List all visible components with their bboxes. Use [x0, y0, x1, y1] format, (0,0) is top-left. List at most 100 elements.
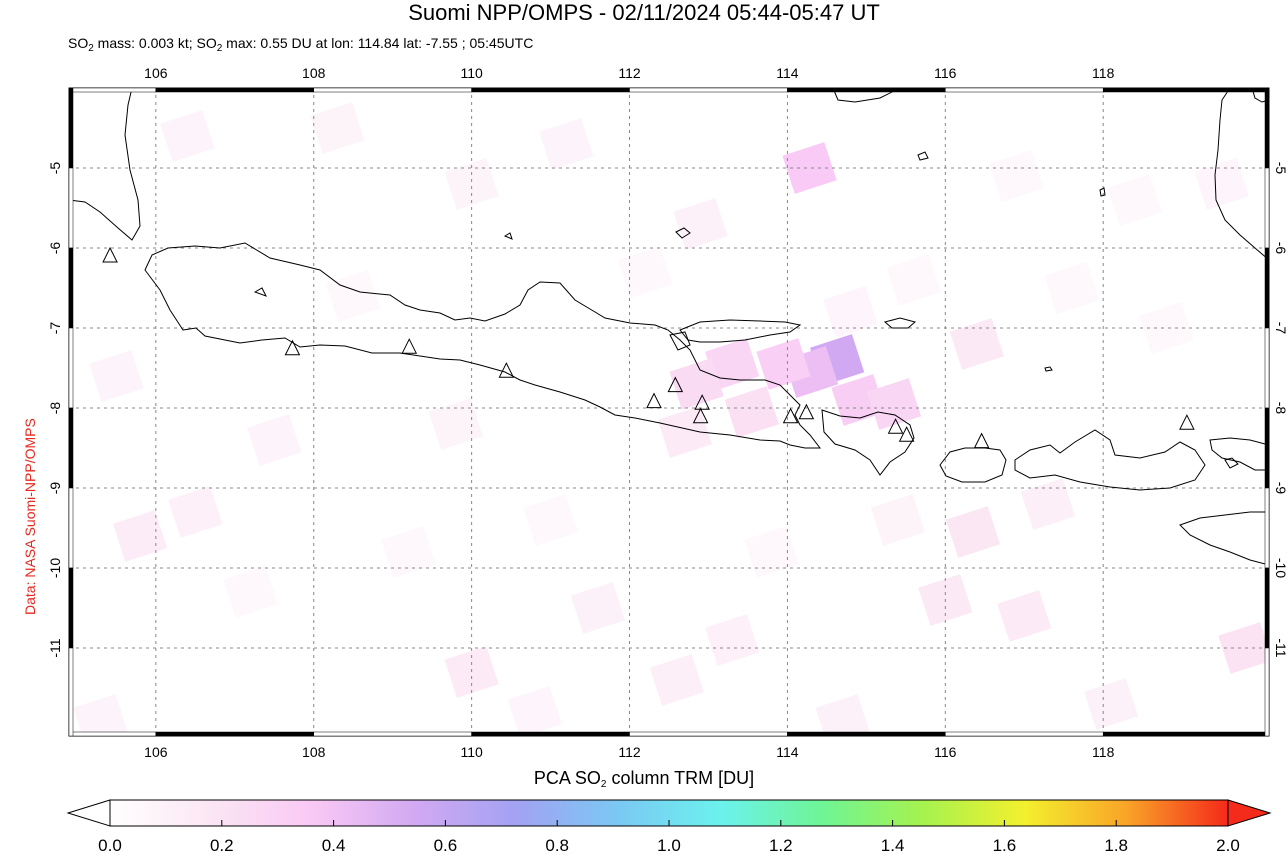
volcano-markers	[102, 246, 1195, 449]
coast-flores	[1209, 437, 1269, 471]
so2-pixel	[73, 694, 128, 736]
axis-ticks: 106 106 108 108 110 110 112 112 114 114 116 116 118 1…	[47, 65, 1288, 760]
frame-bar-lon	[787, 87, 946, 93]
subtitle-prefix: SO	[68, 35, 89, 51]
frame-bar-lat	[68, 167, 74, 249]
so2-pixel	[223, 566, 278, 618]
volcano-marker	[694, 394, 710, 410]
so2-pixel	[831, 374, 886, 426]
colorbar-tick-label: 1.2	[768, 836, 793, 855]
frame-bar-lat	[1264, 87, 1270, 169]
frame-bar-lon	[1102, 87, 1270, 93]
frame-bar-lat	[1264, 567, 1270, 649]
so2-pixel	[673, 198, 728, 250]
coast-karimunjawa	[675, 227, 691, 239]
volcano-marker	[646, 392, 662, 409]
so2-pixel	[1139, 302, 1194, 354]
so2-pixel	[949, 318, 1004, 370]
frame-bar-lat	[68, 487, 74, 569]
so2-pixel	[657, 406, 712, 458]
so2-pixel	[823, 286, 878, 338]
coast-sumatra	[69, 88, 141, 241]
so2-pixel	[886, 254, 941, 306]
lon-tick-top: 112	[618, 65, 641, 81]
so2-pixel	[705, 614, 760, 666]
volcano-marker	[898, 426, 915, 442]
map-border	[68, 87, 1270, 737]
so2-pixel	[997, 590, 1052, 642]
so2-pixel	[744, 526, 799, 578]
coast-islet-d	[503, 232, 513, 240]
so2-pixel	[815, 694, 870, 736]
frame-bar-lat	[1264, 327, 1270, 409]
so2-pixel	[649, 654, 704, 706]
frame-bar-lon	[787, 731, 946, 737]
colorbar-label-suffix: column TRM [DU]	[606, 768, 755, 788]
frame-bar-lon	[155, 731, 314, 737]
frame-bar-lat	[68, 647, 74, 737]
colorbar-over-arrow	[1227, 799, 1272, 827]
colorbar-tick-label: 0.8	[545, 836, 570, 855]
frame-bar-lon	[629, 731, 788, 737]
coast-kangean	[883, 317, 917, 329]
lon-tick-bottom: 114	[776, 744, 799, 760]
so2-pixel	[1084, 678, 1139, 730]
lon-tick-top: 106	[144, 65, 168, 81]
coast-islet-b	[1044, 366, 1053, 372]
so2-pixel	[618, 246, 673, 298]
so2-pixel	[1194, 158, 1249, 210]
frame-bar-lat	[1264, 487, 1270, 569]
subtitle-max: max: 0.55 DU at lon: 114.84 lat: -7.55 ;…	[222, 35, 534, 51]
colorbar-tick-label: 1.6	[992, 836, 1017, 855]
so2-pixel	[870, 494, 926, 546]
coast-bali	[821, 409, 915, 476]
colorbar-tick-label: 2.0	[1216, 836, 1240, 855]
lat-tick-left: -5	[47, 162, 63, 175]
volcano-marker	[401, 338, 418, 354]
coast-sumbawa	[1014, 429, 1206, 491]
colorbar-tick-label: 0.2	[209, 836, 234, 855]
subtitle-mass: mass: 0.003 kt; SO	[93, 35, 217, 51]
lat-tick-left: -7	[47, 322, 63, 335]
so2-pixel	[523, 494, 578, 546]
lat-tick-left: -8	[47, 402, 63, 415]
lat-tick-right: -10	[1273, 558, 1288, 578]
frame-bar-lon	[629, 87, 788, 93]
lon-tick-bottom: 108	[302, 744, 326, 760]
lon-tick-bottom: 116	[934, 744, 957, 760]
map-subtitle: SO2 mass: 0.003 kt; SO2 max: 0.55 DU at …	[68, 35, 533, 54]
coast-islet-c	[1224, 457, 1239, 469]
lat-tick-right: -8	[1273, 402, 1288, 415]
so2-pixel	[570, 582, 626, 634]
lat-tick-right: -6	[1273, 242, 1288, 255]
frame-bar-lat	[68, 87, 74, 169]
colorbar-under-arrow	[66, 799, 111, 827]
so2-pixel	[310, 102, 365, 154]
so2-pixel	[112, 510, 168, 562]
frame-bar-lat	[68, 567, 74, 649]
so2-pixel	[989, 150, 1044, 202]
so2-pixel	[1107, 174, 1162, 226]
so2-pixel	[381, 526, 436, 578]
volcano-marker	[973, 432, 990, 449]
volcano-marker	[498, 362, 515, 378]
lon-tick-top: 110	[460, 65, 483, 81]
so2-pixel	[444, 158, 499, 210]
so2-pixel	[724, 386, 779, 438]
colorbar-tick-label: 0.0	[98, 836, 122, 855]
lon-tick-top: 116	[934, 65, 957, 81]
frame-bar-lat	[1264, 407, 1270, 489]
so2-pixel	[89, 350, 144, 402]
frame-bar-lat	[68, 407, 74, 489]
so2-pixel-layer	[73, 102, 1269, 736]
coast-borneo-east	[1214, 88, 1269, 261]
coast-islet-a	[1099, 187, 1106, 197]
coast-borneo	[832, 88, 901, 103]
lon-tick-top: 108	[302, 65, 326, 81]
lat-tick-left: -10	[47, 558, 63, 578]
volcano-marker	[887, 418, 904, 434]
frame-bar-lon	[471, 87, 630, 93]
frame-bar-lon	[313, 731, 472, 737]
map-frame	[68, 87, 1270, 737]
frame-bar-lat	[68, 327, 74, 409]
